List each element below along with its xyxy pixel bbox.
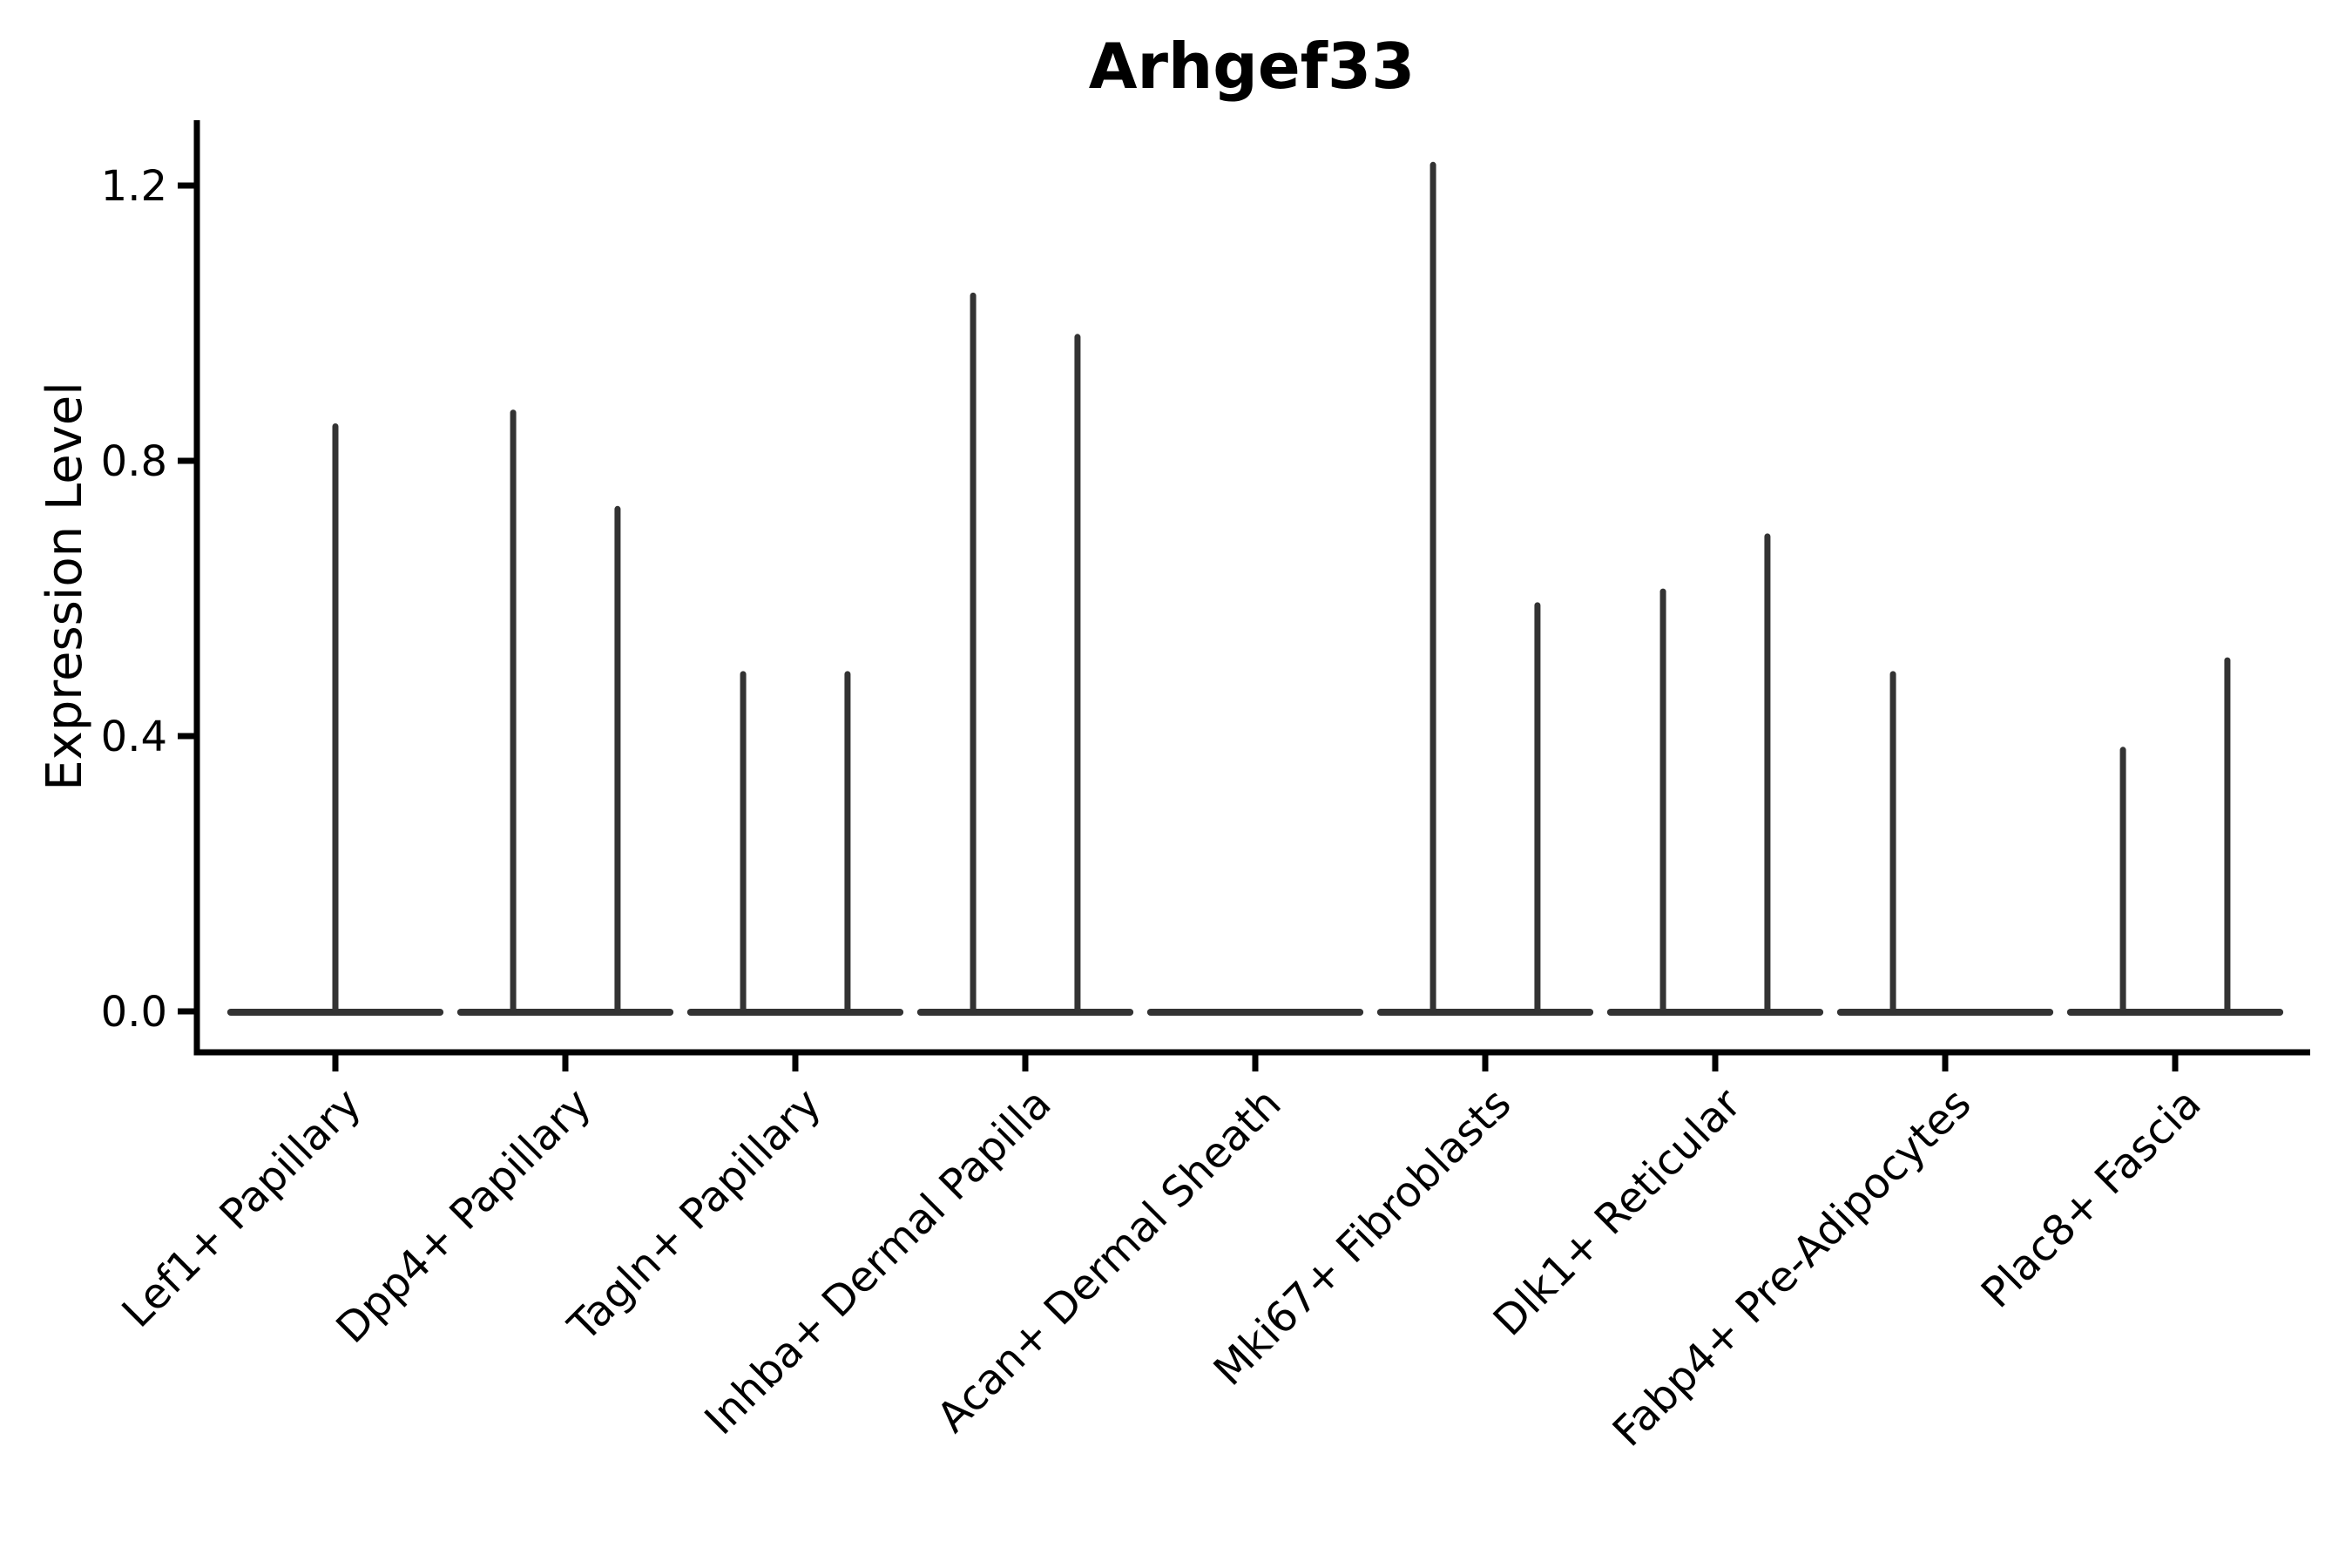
chart-title: Arhgef33: [1088, 30, 1416, 103]
x-tick-label: Lef1+ Papillary: [113, 1079, 371, 1337]
y-tick-label: 0.0: [101, 988, 167, 1037]
x-tick-label: Plac8+ Fascia: [1972, 1079, 2211, 1318]
y-tick-label: 1.2: [101, 162, 167, 211]
x-tick-label: Dlk1+ Reticular: [1484, 1079, 1751, 1346]
x-tick-label: Dpp4+ Papillary: [327, 1079, 600, 1353]
x-tick-label: Tagln+ Papillary: [558, 1079, 830, 1351]
y-tick-label: 0.4: [101, 713, 167, 761]
y-tick-label: 0.8: [101, 437, 167, 486]
